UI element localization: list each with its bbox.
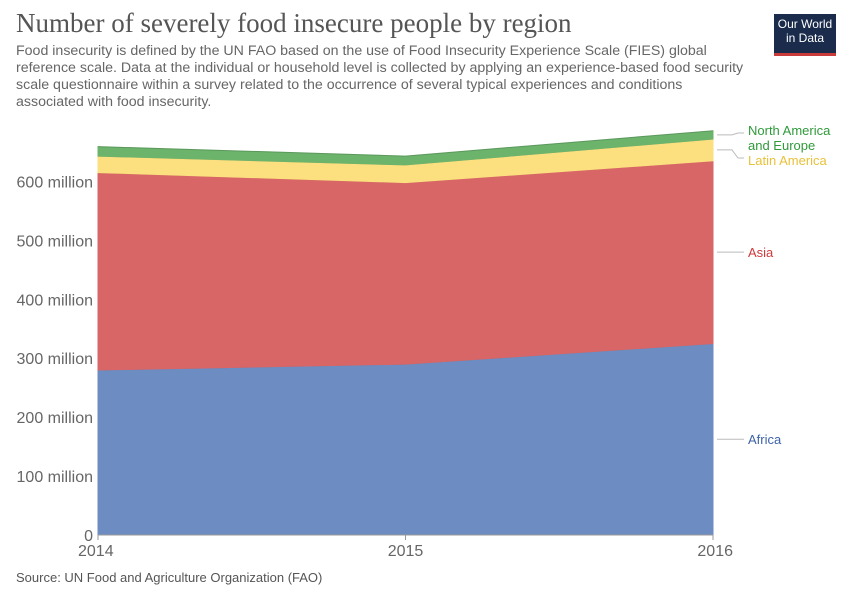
- x-axis-ticks: 2014 2015 2016: [78, 535, 733, 560]
- x-tick-label: 2015: [388, 543, 424, 560]
- y-axis-ticks: 0 100 million 200 million 300 million 400 mi…: [17, 174, 94, 545]
- area-series: [97, 130, 714, 536]
- y-tick-label: 0: [84, 528, 93, 545]
- legend-label-asia: Asia: [748, 245, 774, 260]
- y-tick-label: 100 million: [17, 469, 93, 486]
- owid-logo[interactable]: Our World in Data: [774, 14, 836, 56]
- area-north-america-and-europe: [97, 130, 714, 166]
- source-note: Source: UN Food and Agriculture Organiza…: [16, 570, 323, 585]
- chart-subtitle: Food insecurity is defined by the UN FAO…: [16, 43, 744, 110]
- logo-line-2: in Data: [785, 31, 825, 45]
- y-tick-label: 400 million: [17, 292, 93, 309]
- x-tick-label: 2016: [697, 543, 733, 560]
- legend-connector-latin-america: [717, 149, 744, 159]
- y-tick-label: 300 million: [17, 351, 93, 368]
- y-tick-label: 500 million: [17, 233, 93, 250]
- x-tick-label: 2014: [78, 543, 114, 560]
- chart-title: Number of severely food insecure people …: [16, 8, 572, 38]
- y-tick-label: 200 million: [17, 410, 93, 427]
- area-africa: [97, 342, 714, 536]
- legend-label-north-america-and-europe: North America: [748, 123, 831, 138]
- legend-label-latin-america: Latin America: [748, 153, 828, 168]
- legend-label-north-america-and-europe: and Europe: [748, 138, 815, 153]
- legend-label-africa: Africa: [748, 432, 782, 447]
- area-edge-north-america-and-europe: [97, 130, 714, 157]
- area-asia: [97, 160, 714, 371]
- y-tick-label: 600 million: [17, 174, 93, 191]
- legend-connector-north-america-and-europe: [717, 132, 744, 136]
- legend: Africa Asia Latin America North Americaand …: [717, 123, 831, 447]
- logo-line-1: Our World: [777, 17, 833, 31]
